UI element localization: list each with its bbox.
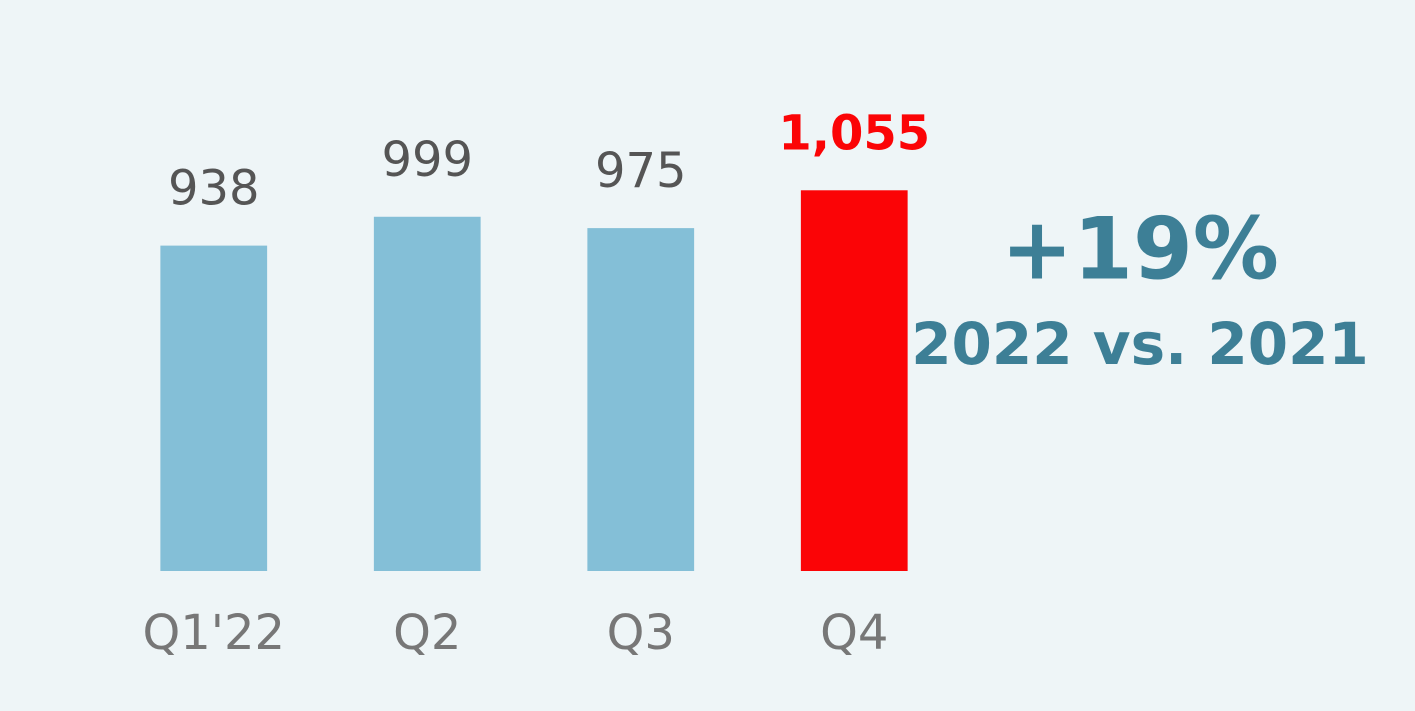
x-tick-label: Q1'22 <box>142 605 285 661</box>
bar <box>373 216 481 571</box>
value-label: 938 <box>168 161 260 217</box>
value-label: 1,055 <box>778 105 930 161</box>
comparison-annotation: 2022 vs. 2021 <box>911 310 1369 378</box>
value-label: 999 <box>381 132 473 188</box>
x-tick-label: Q4 <box>820 605 888 661</box>
value-label: 975 <box>595 143 687 199</box>
growth-annotation: +19% <box>1001 199 1279 299</box>
x-tick-label: Q3 <box>607 605 675 661</box>
x-tick-label: Q2 <box>393 605 461 661</box>
bar <box>587 228 695 571</box>
bar <box>800 190 908 571</box>
bar <box>160 245 268 572</box>
